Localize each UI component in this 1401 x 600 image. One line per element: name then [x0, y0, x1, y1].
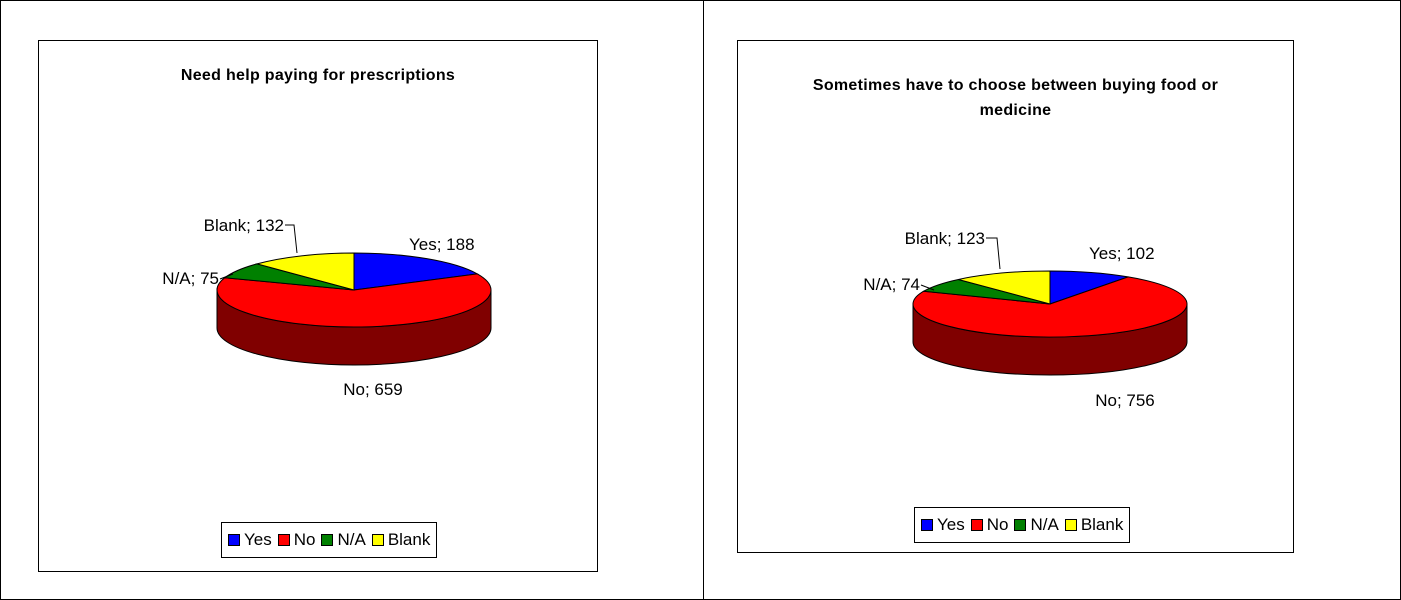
data-label-blank: Blank; 123 [905, 229, 985, 248]
legend-label: Blank [387, 530, 431, 549]
data-label-no: No; 659 [343, 380, 403, 399]
legend-swatch-blank [1064, 519, 1077, 531]
legend-swatch-yes [921, 519, 933, 531]
pie-slice-yes [1049, 270, 1129, 305]
legend-label: N/A [1030, 515, 1059, 534]
chart-frame-food-or-medicine: Sometimes have to choose between buying … [737, 40, 1294, 553]
legend-swatch-yes [228, 534, 240, 546]
legend-swatch-na [321, 534, 334, 546]
legend-item-yes: Yes [228, 530, 272, 550]
legend-item-no: No [970, 515, 1009, 535]
legend-label: Blank [1080, 515, 1124, 534]
right-cell: Sometimes have to choose between buying … [703, 0, 1401, 600]
legend-item-blank: Blank [371, 530, 431, 550]
leader-line [285, 224, 298, 254]
legend-item-na: N/A [1014, 515, 1059, 535]
left-cell: Need help paying for prescriptions Yes; … [0, 0, 704, 600]
data-label-yes: Yes; 188 [409, 235, 475, 254]
leader-line [219, 273, 234, 280]
pie-slice-yes [353, 252, 479, 291]
legend-item-no: No [277, 530, 316, 550]
legend-swatch-blank [371, 534, 384, 546]
data-label-no: No; 756 [1095, 391, 1155, 410]
data-label-yes: Yes; 102 [1089, 244, 1155, 263]
chart-legend: Yes No N/A Blank [914, 507, 1131, 543]
legend-item-blank: Blank [1064, 515, 1124, 535]
legend-label: No [986, 515, 1009, 534]
chart-title: Sometimes have to choose between buying … [812, 77, 1219, 119]
pie-chart-prescriptions: Yes; 188 No; 659 N/A; 75 Blank; 132 [162, 216, 492, 399]
leader-line [920, 284, 935, 291]
legend-item-na: N/A [321, 530, 366, 550]
legend-label: Yes [937, 515, 965, 534]
data-label-na: N/A; 74 [863, 275, 920, 294]
pie-slice-blank [255, 252, 355, 291]
chart-title: Need help paying for prescriptions [180, 67, 456, 84]
pie-data-labels: Yes; 102 No; 756 N/A; 74 Blank; 123 [863, 229, 1154, 410]
pie-slices [912, 270, 1188, 338]
pie-data-labels: Yes; 188 No; 659 N/A; 75 Blank; 132 [162, 216, 474, 399]
legend-swatch-no [970, 519, 983, 531]
leader-line [986, 237, 1001, 270]
pie-slices [216, 252, 492, 328]
pie-chart-food-or-medicine: Yes; 102 No; 756 N/A; 74 Blank; 123 [863, 229, 1188, 410]
legend-label: Yes [244, 530, 272, 549]
pie-slice-no [216, 273, 492, 328]
legend-label: No [293, 530, 316, 549]
pie-slice-blank [958, 270, 1051, 305]
data-label-na: N/A; 75 [162, 269, 219, 288]
legend-swatch-no [277, 534, 290, 546]
chart-legend: Yes No N/A Blank [221, 522, 438, 558]
data-label-blank: Blank; 132 [204, 216, 284, 235]
legend-swatch-na [1014, 519, 1027, 531]
legend-label: N/A [337, 530, 366, 549]
pie-slice-no [912, 276, 1188, 338]
legend-item-yes: Yes [921, 515, 965, 535]
chart-frame-prescriptions: Need help paying for prescriptions Yes; … [38, 40, 598, 572]
